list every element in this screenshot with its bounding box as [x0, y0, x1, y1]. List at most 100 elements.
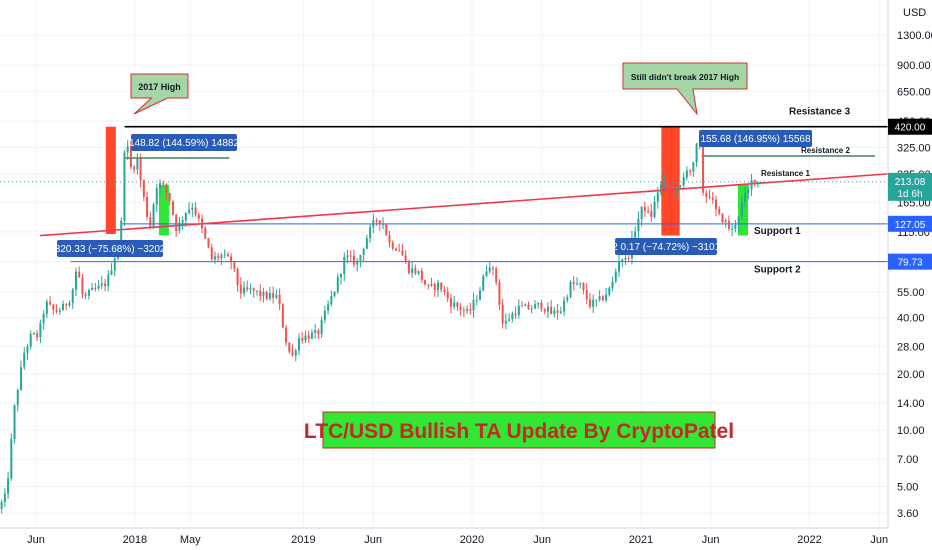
candle-body [672, 190, 675, 195]
candle-body [411, 268, 414, 274]
candle-body [485, 271, 488, 277]
candle-body [204, 227, 207, 239]
y-tick-label: 3.60 [897, 508, 918, 520]
resistance-1-trendline [40, 173, 889, 237]
candle-body [643, 206, 646, 211]
candle-body [210, 247, 213, 260]
y-tick-label: 14.00 [897, 398, 925, 410]
y-tick-label: 1300.00 [897, 30, 932, 42]
candle-body [323, 310, 326, 320]
candle-body [430, 284, 433, 286]
candle-body [514, 313, 517, 316]
highlight-bar [105, 126, 116, 235]
candle-body [165, 184, 168, 193]
candle-body [362, 248, 365, 255]
candle-body [136, 158, 139, 170]
candle-body [517, 305, 520, 316]
candle-body [100, 283, 103, 286]
candle-body [566, 297, 569, 301]
candle-body [508, 319, 511, 321]
callout-still-no-break-bubble [622, 62, 748, 116]
candle-body [110, 270, 113, 275]
resistance-2-label: Resistance 2 [801, 146, 850, 155]
candle-body [372, 219, 375, 228]
candle-body [249, 288, 252, 290]
candle-body [65, 303, 68, 306]
candle-body [750, 179, 753, 190]
candle-body [721, 213, 724, 223]
candle-body [146, 196, 149, 217]
price-tag-box [888, 118, 932, 135]
candle-body [10, 439, 13, 479]
candle-body [637, 219, 640, 232]
candle-body [530, 308, 533, 310]
candle-body [197, 214, 200, 219]
candle-body [268, 293, 271, 299]
candle-body [278, 294, 281, 305]
candle-body [572, 281, 575, 285]
candle-body [349, 255, 352, 257]
candle-body [601, 296, 604, 301]
candle-body [23, 352, 26, 368]
candle-body [265, 291, 268, 299]
candle-body [621, 259, 624, 262]
candle-body [184, 212, 187, 221]
candle-body [191, 207, 194, 210]
candle-body [394, 248, 397, 251]
candle-body [262, 291, 265, 296]
y-tick-label: 40.00 [897, 313, 925, 325]
candle-body [333, 291, 336, 297]
candle-body [252, 288, 255, 291]
candle-body [81, 277, 84, 295]
candle-body [0, 501, 3, 509]
candle-body [524, 304, 527, 307]
candle-body [385, 224, 388, 236]
candle-body [740, 202, 743, 217]
candle-body [336, 277, 339, 292]
candle-body [255, 290, 258, 292]
candle-body [718, 208, 721, 214]
x-tick-label: 2019 [291, 534, 315, 546]
candle-body [714, 199, 717, 209]
candle-body [58, 310, 61, 312]
candle-body [653, 201, 656, 218]
candle-body [724, 220, 727, 223]
candle-body [307, 335, 310, 339]
candle-body [582, 283, 585, 290]
candle-body [129, 146, 132, 168]
candle-body [575, 283, 578, 285]
price-tag-text: 79.73 [897, 258, 922, 269]
candle-body [705, 192, 708, 197]
callout-2017-high-bubble [130, 73, 189, 115]
candle-body [52, 304, 55, 310]
candle-body [91, 287, 94, 291]
candle-body [259, 290, 262, 296]
candle-body [168, 192, 171, 202]
candle-body [417, 270, 420, 274]
candle-body [16, 390, 19, 406]
candle-body [598, 296, 601, 300]
candle-body [133, 167, 136, 170]
candle-body [171, 201, 174, 215]
candle-body [744, 192, 747, 203]
candle-body [563, 300, 566, 312]
candle-body [213, 256, 216, 260]
candle-body [275, 294, 278, 298]
candle-body [663, 179, 666, 185]
candle-body [243, 287, 246, 294]
candle-body [521, 305, 524, 307]
candle-body [84, 294, 87, 296]
candle-body [504, 320, 507, 324]
candle-body [446, 291, 449, 299]
candle-body [711, 197, 714, 200]
candle-body [682, 177, 685, 186]
candle-body [398, 250, 401, 252]
candle-body [614, 271, 617, 282]
candle-body [155, 188, 158, 205]
candle-body [753, 179, 756, 184]
candle-body [472, 299, 475, 311]
candle-body [453, 302, 456, 307]
candle-body [692, 162, 695, 172]
